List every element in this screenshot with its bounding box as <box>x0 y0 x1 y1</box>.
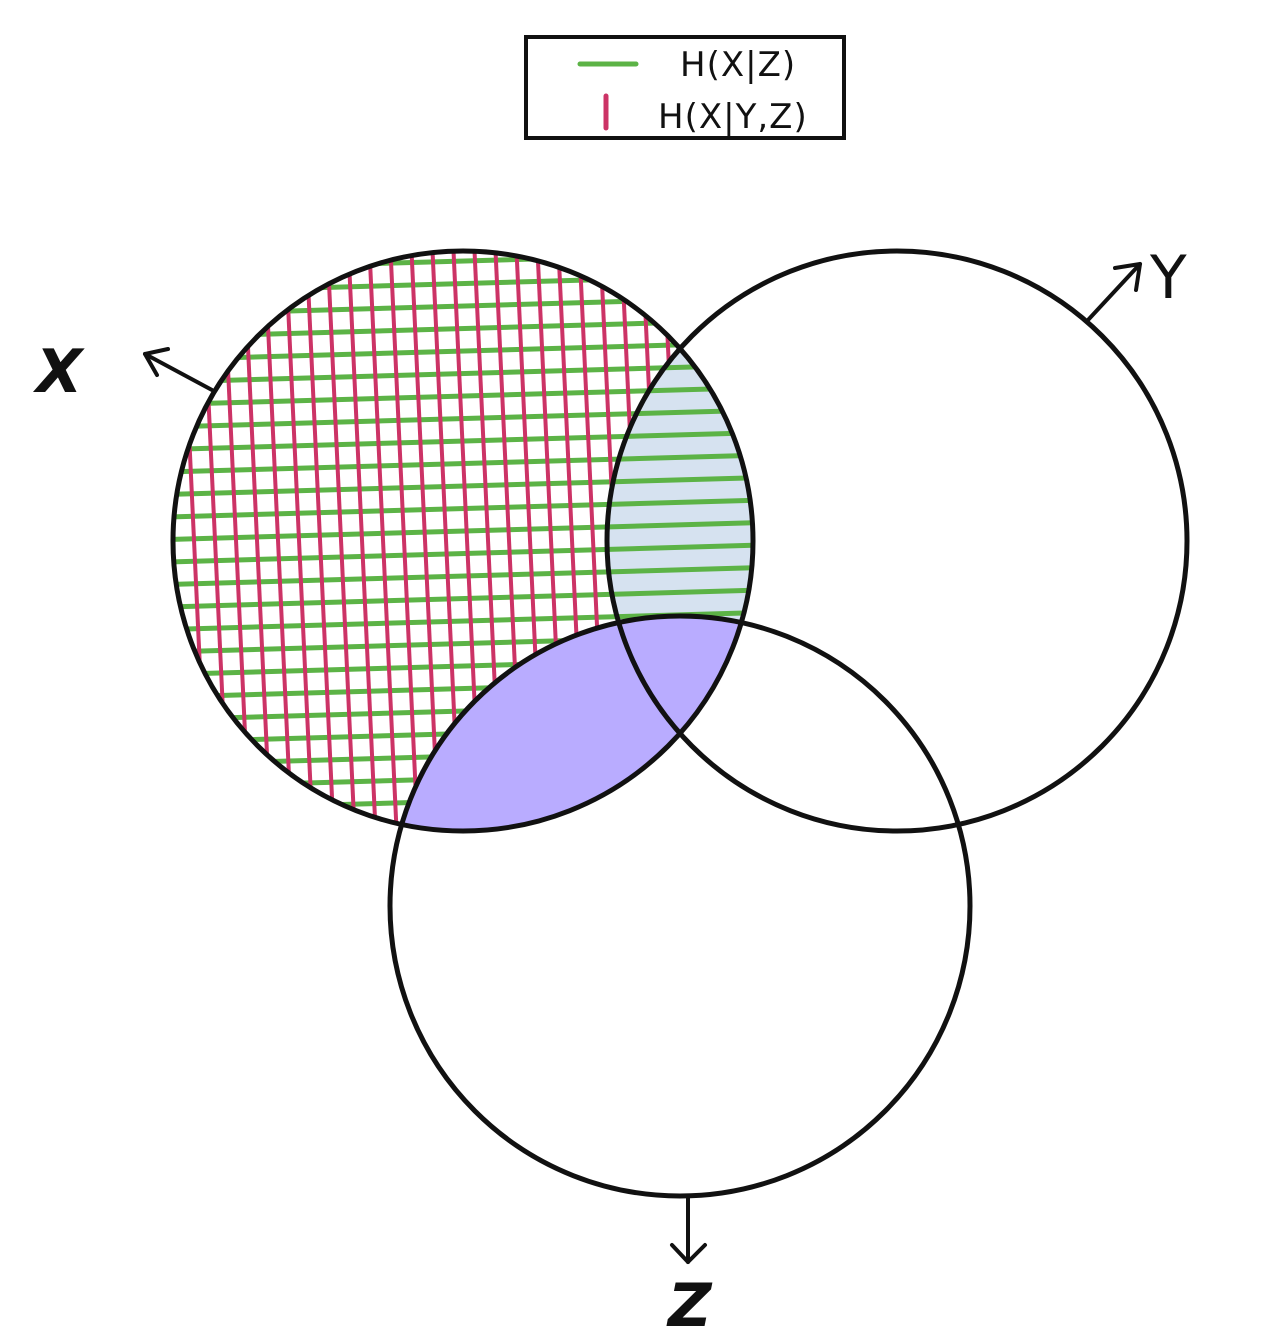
legend: H(X|Z) H(X|Y,Z) <box>524 35 846 140</box>
pink-hatch-line <box>367 251 399 831</box>
pink-hatch-line <box>598 251 630 831</box>
pink-hatch-line <box>388 251 420 831</box>
green-hatch-line <box>173 272 753 295</box>
green-hatch-line <box>173 294 753 318</box>
pink-hatch-line <box>409 251 441 831</box>
green-hatch-line <box>173 564 753 588</box>
label-y: Y <box>1149 243 1187 313</box>
green-hatch-line <box>173 429 753 453</box>
pink-hatch-line <box>640 251 672 831</box>
pink-hatch-line <box>535 251 567 831</box>
circle-x <box>170 248 756 834</box>
pink-hatch-line <box>514 251 546 831</box>
pink-hatch-line <box>619 251 651 831</box>
legend-label-h-x-given-z: H(X|Z) <box>680 45 796 85</box>
green-hatch-line <box>173 542 753 565</box>
pink-hatch-line <box>430 251 462 831</box>
x-and-y-region <box>607 251 753 831</box>
pink-hatch-line <box>304 251 336 831</box>
pink-hatch-line <box>577 251 609 831</box>
green-hatch-line <box>173 654 753 678</box>
arrow-y <box>1086 262 1142 322</box>
label-z: Z <box>666 1271 713 1341</box>
legend-label-h-x-given-yz: H(X|Y,Z) <box>658 97 808 137</box>
green-hatch-line <box>173 632 753 655</box>
green-hatch-line <box>173 251 753 273</box>
pink-hatch-line <box>325 251 357 831</box>
circle-z <box>387 613 973 1199</box>
green-hatch-line <box>173 407 753 430</box>
pink-hatch-line <box>472 251 504 831</box>
green-hatch-line <box>173 677 753 700</box>
pink-hatch-line <box>451 251 483 831</box>
pink-hatch-line <box>493 251 525 831</box>
green-hatch-line <box>173 362 753 385</box>
arrow-x <box>143 347 214 392</box>
arrow-z <box>670 1194 707 1264</box>
pink-hatch-line <box>283 251 315 831</box>
label-x: X <box>32 337 85 407</box>
green-hatch-line <box>173 317 753 340</box>
green-hatch-line <box>173 587 753 610</box>
legend-box <box>524 35 846 140</box>
pink-hatch-line <box>556 251 588 831</box>
x-and-z-region <box>390 616 753 831</box>
pink-hatch-line <box>262 251 294 831</box>
pink-hatch-line <box>346 251 378 831</box>
green-hatch-line <box>173 384 753 408</box>
circle-y <box>604 248 1190 834</box>
